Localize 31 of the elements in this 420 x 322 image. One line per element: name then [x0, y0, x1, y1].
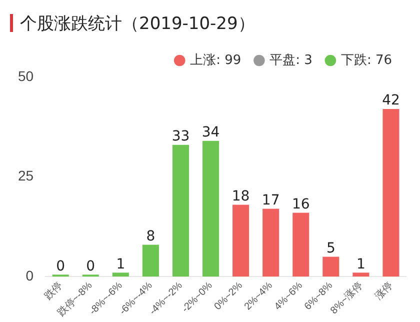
chart-title: 个股涨跌统计（2019-10-29）	[20, 13, 255, 35]
y-tick-label: 25	[18, 168, 34, 184]
data-label: 42	[382, 92, 400, 109]
data-label: 8	[146, 228, 156, 244]
bar	[202, 140, 220, 277]
data-label: 18	[232, 188, 250, 204]
x-tick-label: 涨停	[372, 279, 396, 302]
bar	[142, 244, 159, 277]
y-tick-label: 50	[18, 68, 34, 84]
y-tick-label: 0	[26, 268, 34, 284]
bar	[262, 208, 280, 277]
bar	[232, 204, 250, 277]
data-label: 1	[356, 256, 366, 272]
data-label: 0	[56, 258, 66, 274]
bar	[352, 272, 370, 277]
data-label: 0	[86, 258, 96, 274]
data-label: 33	[172, 128, 190, 145]
data-label: 1	[116, 256, 126, 272]
bar	[292, 212, 310, 277]
bar	[382, 108, 400, 277]
legend-label: 上涨: 99	[190, 52, 242, 68]
legend-label: 平盘: 3	[270, 52, 312, 68]
bar	[322, 256, 340, 277]
data-label: 17	[262, 192, 280, 208]
data-label: 5	[326, 240, 336, 256]
x-tick-label: 跌停	[42, 279, 65, 302]
legend-label: 下跌: 76	[340, 52, 392, 68]
bar	[112, 272, 129, 277]
bar	[172, 144, 189, 277]
data-label: 34	[202, 124, 220, 141]
data-label: 16	[292, 196, 310, 212]
